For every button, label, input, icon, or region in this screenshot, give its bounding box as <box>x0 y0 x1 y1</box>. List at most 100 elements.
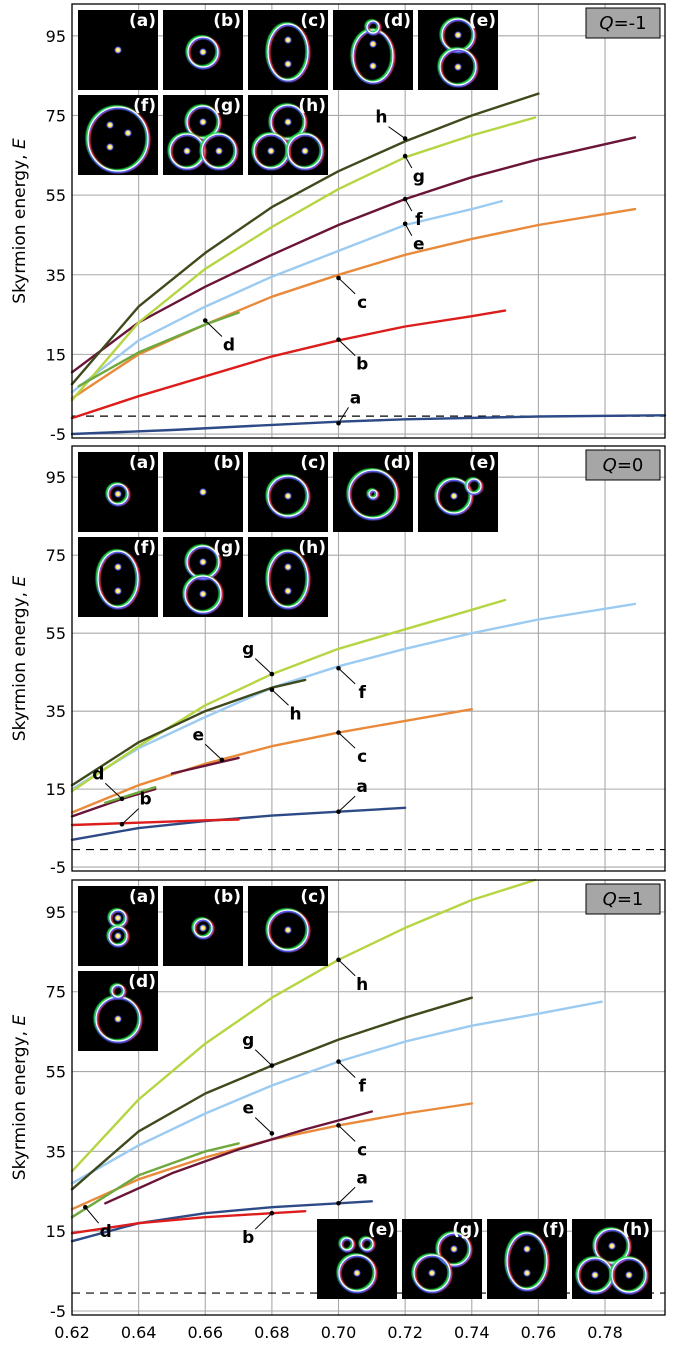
annotation-label-e: e <box>192 725 204 745</box>
annotation-marker <box>119 796 125 802</box>
annotation-marker <box>83 1204 88 1210</box>
annotation-label-a: a <box>350 388 361 408</box>
inset-label: (f) <box>133 96 156 116</box>
charge-badge-label: Q=-1 <box>599 13 646 34</box>
annotation-leader <box>254 1049 273 1066</box>
inset-background <box>418 452 498 532</box>
y-tick-label: 55 <box>46 624 66 643</box>
skyrmion-core-dot <box>113 489 123 499</box>
inset-label: (f) <box>542 1220 565 1240</box>
y-tick-label: 35 <box>46 702 66 721</box>
annotation-leader <box>254 1212 273 1230</box>
annotation-marker <box>219 757 225 763</box>
inset-label: (b) <box>213 887 241 907</box>
annotation-label-h: h <box>356 975 368 995</box>
skyrmion-ring-core <box>187 36 219 68</box>
annotation-leader <box>338 732 356 749</box>
skyrmion-core-dot <box>607 1241 617 1251</box>
inset-thumbnail: (g) <box>402 1219 482 1299</box>
charge-badge-value: =0 <box>617 455 644 476</box>
series-line-light_blue <box>70 199 503 394</box>
skyrmion-core-dot <box>300 146 310 156</box>
inset-thumbnail: (f) <box>78 95 158 175</box>
skyrmion-core-dot <box>198 47 208 57</box>
skyrmion-ring-core <box>270 104 306 140</box>
series-line-red <box>70 1210 307 1235</box>
annotation-leader <box>338 1186 356 1204</box>
x-tick-label: 0.76 <box>521 1323 557 1342</box>
inset-thumbnail: (b) <box>163 10 243 90</box>
annotation-leader <box>338 667 356 685</box>
inset-label: (c) <box>300 11 326 31</box>
plot-frame <box>71 445 666 872</box>
annotation-leader <box>84 1206 100 1224</box>
inset-label: (g) <box>213 538 241 558</box>
skyrmion-core-dot <box>283 586 293 596</box>
skyrmion-core-dot <box>113 562 123 572</box>
skyrmion-core-dot <box>449 491 459 501</box>
y-tick-label: 55 <box>46 1063 66 1082</box>
skyrmion-core-dot <box>182 146 192 156</box>
inset-label: (e) <box>469 11 496 31</box>
x-tick-label: 0.72 <box>387 1323 423 1342</box>
series-line-orange <box>70 708 473 814</box>
x-tick-label: 0.66 <box>187 1323 223 1342</box>
y-axis-label-text: Skyrmion energy, <box>10 1026 30 1181</box>
inset-thumbnail: (a) <box>78 10 158 90</box>
charge-badge <box>585 883 661 915</box>
series-line-maroon <box>104 1110 373 1205</box>
shared-x-axis-labels: 0.62 0.64 0.66 0.68 0.70 0.72 0.74 0.76 0.78 <box>54 1323 623 1342</box>
annotation-label-c: c <box>357 747 367 767</box>
inset-thumbnail: (b) <box>163 886 243 966</box>
inset-label: (g) <box>452 1220 480 1240</box>
y-axis-label-text: Skyrmion energy, <box>10 587 30 742</box>
skyrmion-core-dot <box>266 146 276 156</box>
y-tick-label: -5 <box>50 1302 66 1321</box>
series-line-red <box>70 309 507 420</box>
skyrmion-ring-core <box>352 29 394 83</box>
inset-label: (f) <box>133 538 156 558</box>
inset-label: (e) <box>368 1220 395 1240</box>
skyrmion-ring-core <box>340 1237 354 1251</box>
inset-thumbnail: (e) <box>317 1219 397 1299</box>
skyrmion-ring-core <box>267 475 309 517</box>
inset-thumbnail: (b) <box>163 452 243 532</box>
y-tick-label: 75 <box>46 106 66 125</box>
annotation-label-f: f <box>358 1077 366 1097</box>
skyrmion-core-dot <box>449 1244 459 1254</box>
annotation-leader <box>254 658 273 675</box>
annotation-marker <box>336 730 341 735</box>
annotation-marker <box>269 1063 275 1068</box>
annotation-label-d: d <box>92 764 104 784</box>
plot-frame <box>71 879 666 1316</box>
skyrmion-core-dot <box>522 1268 532 1278</box>
series-line-yellow_green <box>70 116 537 402</box>
annotation-marker <box>336 420 341 426</box>
annotation-leader <box>271 689 289 706</box>
annotation-label-h: h <box>375 108 387 128</box>
skyrmion-core-dot <box>368 39 378 49</box>
skyrmion-core-dot <box>113 586 123 596</box>
skyrmion-core-dot <box>214 146 224 156</box>
series-line-dark_blue <box>70 414 667 436</box>
annotation-leader <box>254 1117 273 1134</box>
y-tick-label: 75 <box>46 983 66 1002</box>
skyrmion-ring-core <box>594 1228 630 1264</box>
skyrmion-ring-core <box>611 1257 647 1293</box>
y-tick-label: 35 <box>46 266 66 285</box>
skyrmion-ring-core <box>439 48 477 86</box>
series-line-red <box>70 818 240 827</box>
annotation-label-f: f <box>415 210 423 230</box>
annotation-leader <box>338 1061 356 1078</box>
annotation-label-b: b <box>356 355 368 375</box>
inset-label: (b) <box>213 11 241 31</box>
annotation-label-f: f <box>358 683 366 703</box>
inset-background <box>317 1219 397 1299</box>
y-tick-label: -5 <box>50 858 66 877</box>
annotation-marker <box>269 1210 275 1216</box>
annotation-marker <box>336 1200 341 1206</box>
annotation-leader <box>338 795 356 813</box>
annotation-marker <box>336 957 341 963</box>
skyrmion-ring-core <box>107 483 129 505</box>
